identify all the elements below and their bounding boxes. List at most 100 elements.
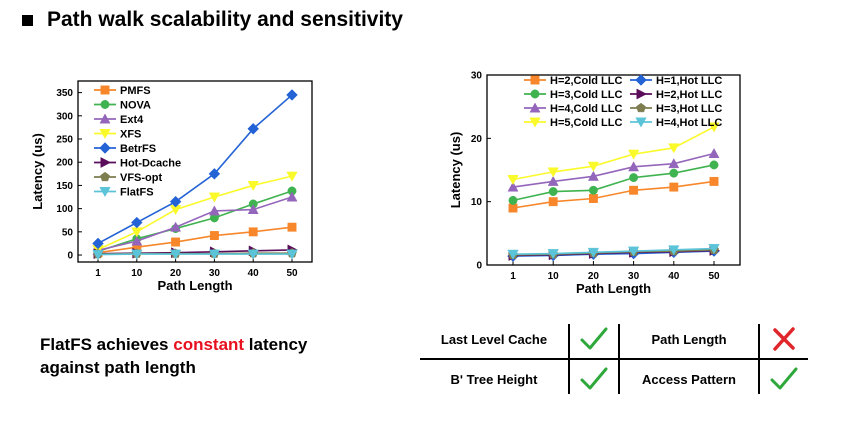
data-point <box>587 161 600 172</box>
data-point <box>286 249 298 260</box>
legend-marker <box>99 129 111 140</box>
series-line <box>97 196 293 252</box>
legend-marker <box>529 102 541 113</box>
legend-label: H=1,Hot LLC <box>656 75 722 87</box>
legend-label: FlatFS <box>120 187 154 199</box>
sensitivity-table: Last Level Cache Path Length Bʹ Tree Hei… <box>420 320 808 398</box>
data-point <box>92 237 104 250</box>
cross-icon <box>760 320 808 358</box>
data-point <box>169 195 182 208</box>
legend-marker <box>100 171 110 182</box>
series-betrfs <box>92 89 298 250</box>
series-line <box>512 247 715 256</box>
series-line <box>512 126 715 181</box>
y-tick-label: 0 <box>67 251 73 262</box>
legend-entry-vfs-opt: VFS-opt <box>94 171 162 184</box>
legend-marker <box>530 89 540 99</box>
data-point <box>668 245 680 256</box>
x-tick-label: 10 <box>548 271 560 282</box>
check-icon <box>570 320 618 358</box>
x-tick-label: 50 <box>286 268 298 279</box>
data-point <box>247 180 259 191</box>
data-point <box>209 231 219 240</box>
path-walk-latency-chart: 0 50 100 150 200 250 300 350 1 10 20 30 40 50 Path Len… <box>30 80 313 293</box>
legend-entry-ext4: Ext4 <box>94 113 144 126</box>
legend-label: H=4,Hot LLC <box>656 117 722 129</box>
legend-label: H=2,Hot LLC <box>656 89 722 101</box>
legend-entry-xfs: XFS <box>94 129 141 141</box>
legend-marker <box>635 117 647 128</box>
series-xfs <box>92 171 298 256</box>
conclusion-message: FlatFS achieves constant latency against… <box>40 333 307 379</box>
series-hot-dcache <box>93 244 299 260</box>
data-point <box>548 197 558 207</box>
series-line <box>512 164 715 202</box>
legend-label: XFS <box>120 129 141 141</box>
factor-tree-height: Bʹ Tree Height <box>450 371 538 387</box>
table-vline <box>618 324 620 394</box>
data-point <box>628 161 640 172</box>
x-tick-label: 20 <box>170 268 182 279</box>
legend-marker <box>100 157 112 168</box>
data-point <box>629 173 639 183</box>
y-tick-label: 50 <box>62 227 74 238</box>
y-tick-label: 30 <box>471 71 483 82</box>
table-vline <box>758 324 760 394</box>
legend-entry-h-3-cold-llc: H=3,Cold LLC <box>524 89 622 101</box>
data-point <box>208 168 221 180</box>
data-point <box>588 185 598 195</box>
legend-label: H=2,Cold LLC <box>550 75 622 87</box>
series-h-5-cold-llc <box>507 122 720 186</box>
check-icon <box>570 360 618 398</box>
table-vline <box>568 324 570 394</box>
table-row: Bʹ Tree Height Access Pattern <box>420 360 808 398</box>
series-line <box>512 180 715 209</box>
data-point <box>92 250 104 261</box>
data-point <box>709 160 719 170</box>
data-point <box>708 122 720 133</box>
y-tick-label: 20 <box>471 134 483 145</box>
x-tick-label: 30 <box>628 271 640 282</box>
series-line <box>97 175 293 251</box>
data-point <box>507 249 519 260</box>
table-divider <box>420 358 808 360</box>
x-tick-label: 30 <box>209 268 221 279</box>
data-point <box>548 187 558 196</box>
legend-label: VFS-opt <box>120 172 162 184</box>
x-tick-label: 40 <box>248 268 260 279</box>
data-point <box>286 89 298 101</box>
x-axis-label: Path Length <box>157 278 232 293</box>
message-highlight: constant <box>173 335 245 354</box>
legend-entry-h-1-hot-llc: H=1,Hot LLC <box>630 74 722 87</box>
data-point <box>587 170 599 181</box>
x-tick-label: 50 <box>708 271 720 282</box>
legend-marker <box>636 102 646 113</box>
series-h-3-cold-llc <box>508 160 719 205</box>
data-point <box>587 247 600 258</box>
data-point <box>547 175 559 186</box>
legend-entry-betrfs: BetrFS <box>94 142 156 155</box>
data-point <box>508 195 518 205</box>
legend-marker <box>100 100 110 109</box>
legend-label: NOVA <box>120 100 151 112</box>
series-flatfs <box>92 249 298 261</box>
y-tick-label: 300 <box>56 111 73 122</box>
x-axis-label: Path Length <box>576 281 651 296</box>
series-line <box>97 226 293 254</box>
check-icon <box>760 360 808 398</box>
data-point <box>247 249 259 260</box>
cache-height-latency-chart: 0 10 20 30 1 10 20 30 40 50 Path Length Latency (us… <box>448 71 741 296</box>
data-point <box>208 192 221 203</box>
data-point <box>508 203 518 213</box>
legend-label: BetrFS <box>120 143 156 155</box>
message-line2: against path length <box>40 358 196 377</box>
data-point <box>287 222 297 232</box>
data-point <box>708 147 720 158</box>
legend-label: Ext4 <box>120 114 144 126</box>
legend-label: H=5,Cold LLC <box>550 117 622 129</box>
data-point <box>208 249 221 260</box>
series-pmfs <box>93 222 297 258</box>
data-point <box>131 227 143 238</box>
data-point <box>507 181 519 192</box>
y-tick-label: 100 <box>56 204 73 215</box>
